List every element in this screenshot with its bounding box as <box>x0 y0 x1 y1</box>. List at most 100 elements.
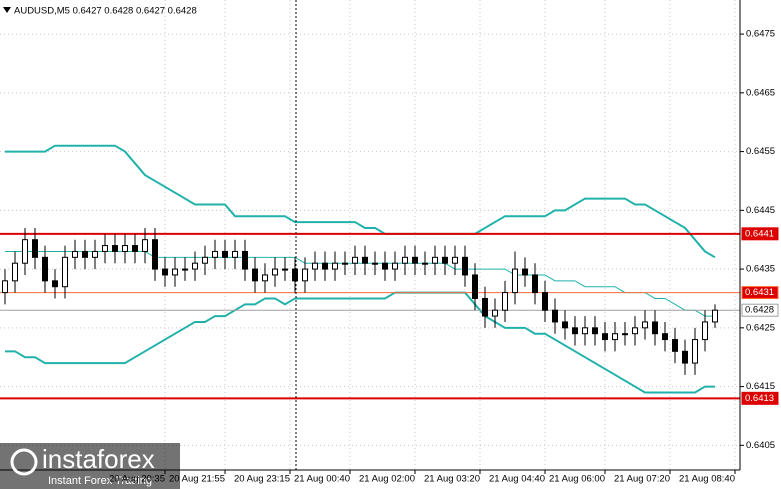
watermark-icon <box>10 448 38 476</box>
candle-body <box>342 262 348 265</box>
x-tick-label: 21 Aug 06:00 <box>549 474 605 485</box>
candle-body <box>62 256 68 288</box>
level-label: 0.6428 <box>745 305 774 316</box>
candle-body <box>482 297 488 317</box>
candle-body <box>332 262 338 270</box>
candle-body <box>612 333 618 341</box>
candle-body <box>472 274 478 299</box>
candle-body <box>632 327 638 335</box>
candle-body <box>572 327 578 335</box>
candle-body <box>172 268 178 276</box>
candle-body <box>222 250 228 258</box>
y-tick-label: 0.6405 <box>746 440 775 451</box>
candle-body <box>522 268 528 276</box>
level-label-bg <box>741 391 779 405</box>
x-tick-label: 21 Aug 03:20 <box>424 474 480 485</box>
candle-body <box>322 262 328 270</box>
candle-body <box>132 245 138 252</box>
candle-body <box>312 262 318 270</box>
level-label-bg <box>741 286 779 300</box>
candle-body <box>112 245 118 252</box>
candle-body <box>32 239 38 258</box>
band-line <box>5 144 716 259</box>
candle-body <box>152 239 158 270</box>
candle-body <box>652 321 658 335</box>
candle-body <box>642 321 648 329</box>
candle-body <box>252 268 258 282</box>
candle-body <box>202 256 208 264</box>
x-tick-label: 21 Aug 02:00 <box>359 474 415 485</box>
candle-body <box>242 250 248 270</box>
candle-body <box>352 256 358 264</box>
candle-body <box>12 262 18 282</box>
candle-body <box>662 333 668 341</box>
candle-body <box>452 256 458 264</box>
candle-body <box>422 262 428 265</box>
candle-body <box>192 262 198 270</box>
candle-body <box>702 321 708 341</box>
level-label-bg <box>741 303 779 317</box>
candle-body <box>462 256 468 276</box>
candle-body <box>82 250 88 258</box>
candle-body <box>602 333 608 341</box>
candle-body <box>272 268 278 276</box>
y-tick-label: 0.6435 <box>746 264 775 275</box>
candle-body <box>282 268 288 271</box>
candle-body <box>182 268 188 271</box>
candle-body <box>362 256 368 264</box>
x-tick-label: 21 Aug 00:40 <box>294 474 350 485</box>
candle-body <box>532 274 538 294</box>
candle-body <box>292 268 298 282</box>
candle-body <box>122 245 128 252</box>
candle-body <box>52 280 58 288</box>
level-label-bg <box>741 227 779 241</box>
candle-body <box>92 250 98 258</box>
candle-body <box>372 262 378 265</box>
candle-body <box>682 350 688 364</box>
x-tick-label: 20 Aug 21:55 <box>169 474 225 485</box>
candle-body <box>692 339 698 364</box>
y-tick-label: 0.6445 <box>746 205 775 216</box>
y-tick-label: 0.6455 <box>746 146 775 157</box>
candle-body <box>392 262 398 270</box>
x-tick-label: 20 Aug 23:15 <box>234 474 290 485</box>
x-tick-label: 21 Aug 08:40 <box>679 474 735 485</box>
y-tick-label: 0.6475 <box>746 29 775 40</box>
candle-body <box>622 333 628 336</box>
candle-body <box>412 256 418 264</box>
candle-body <box>402 256 408 264</box>
candle-body <box>2 280 8 294</box>
level-label: 0.6413 <box>745 393 774 404</box>
candle-body <box>582 327 588 335</box>
band-line <box>5 291 715 394</box>
watermark-name: instaforex <box>42 444 155 474</box>
y-tick-label: 0.6465 <box>746 87 775 98</box>
candle-body <box>442 256 448 264</box>
y-tick-label: 0.6415 <box>746 381 775 392</box>
level-label: 0.6441 <box>745 228 774 239</box>
plot-area <box>0 0 740 470</box>
candle-body <box>432 256 438 264</box>
candle-body <box>232 250 238 258</box>
candle-body <box>492 309 498 317</box>
candle-body <box>102 245 108 252</box>
y-tick-label: 0.6425 <box>746 322 775 333</box>
candle-body <box>382 262 388 270</box>
x-tick-label: 20 Aug 20:35 <box>109 474 165 485</box>
candle-body <box>302 268 308 282</box>
candle-body <box>72 250 78 258</box>
candle-body <box>512 268 518 294</box>
level-label: 0.6431 <box>745 287 774 298</box>
candle-body <box>672 339 678 352</box>
candle-body <box>712 309 718 323</box>
candle-body <box>262 274 268 282</box>
candle-body <box>542 292 548 311</box>
candle-body <box>162 268 168 276</box>
candle-body <box>592 327 598 335</box>
x-tick-label: 21 Aug 07:20 <box>614 474 670 485</box>
watermark: instaforex Instant Forex Trading <box>0 443 180 489</box>
candle-body <box>142 239 148 252</box>
watermark-tagline: Instant Forex Trading <box>48 475 152 487</box>
